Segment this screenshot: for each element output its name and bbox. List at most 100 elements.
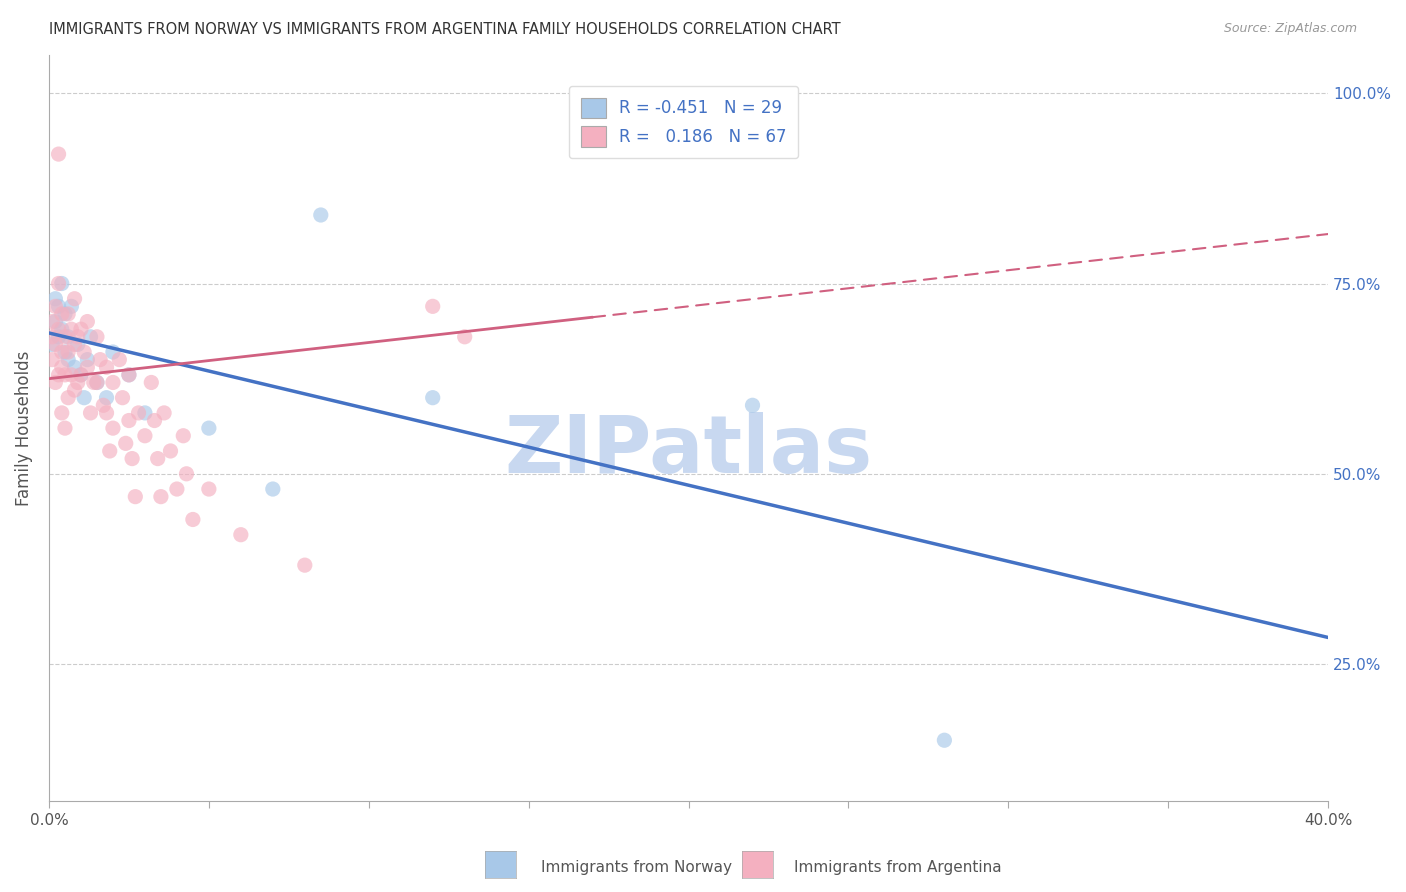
Point: [98, 444, 121, 458]
Point: [53, 330, 76, 344]
Point: [96, 360, 118, 375]
Point: [66, 337, 89, 351]
Point: [48, 368, 70, 382]
Point: [51, 360, 73, 375]
Point: [60, 299, 83, 313]
Point: [73, 391, 96, 405]
Point: [118, 413, 141, 427]
Point: [134, 429, 156, 443]
Y-axis label: Family Households: Family Households: [15, 351, 32, 506]
Point: [86, 376, 108, 390]
Point: [53, 368, 76, 382]
Point: [44, 292, 66, 306]
Point: [176, 467, 198, 481]
Point: [198, 482, 221, 496]
Point: [53, 307, 76, 321]
Legend: R = -0.451   N = 29, R =   0.186   N = 67: R = -0.451 N = 29, R = 0.186 N = 67: [569, 86, 799, 158]
Point: [79, 330, 101, 344]
Point: [48, 322, 70, 336]
Point: [76, 352, 98, 367]
Point: [114, 436, 136, 450]
Point: [143, 413, 166, 427]
Point: [41, 352, 63, 367]
Point: [86, 376, 108, 390]
Point: [111, 391, 134, 405]
Point: [53, 345, 76, 359]
Point: [101, 376, 124, 390]
Point: [70, 368, 93, 382]
Point: [159, 444, 181, 458]
Point: [118, 368, 141, 382]
Point: [422, 391, 444, 405]
Point: [101, 421, 124, 435]
Point: [96, 391, 118, 405]
Point: [70, 322, 93, 336]
Point: [134, 406, 156, 420]
Point: [96, 406, 118, 420]
Point: [44, 337, 66, 351]
Text: ZIPatlas: ZIPatlas: [505, 411, 873, 490]
Point: [51, 307, 73, 321]
Point: [48, 299, 70, 313]
Point: [51, 345, 73, 359]
Point: [422, 299, 444, 313]
Point: [229, 527, 252, 541]
Point: [63, 383, 86, 397]
Point: [44, 315, 66, 329]
Point: [41, 315, 63, 329]
Point: [89, 352, 111, 367]
Point: [73, 345, 96, 359]
Point: [153, 406, 176, 420]
Point: [63, 337, 86, 351]
Point: [56, 352, 79, 367]
Point: [56, 330, 79, 344]
Point: [41, 330, 63, 344]
Point: [63, 292, 86, 306]
Point: [70, 368, 93, 382]
Point: [934, 733, 956, 747]
Point: [149, 490, 172, 504]
Point: [141, 376, 163, 390]
Point: [76, 360, 98, 375]
Text: Immigrants from Norway: Immigrants from Norway: [541, 860, 733, 874]
Point: [48, 147, 70, 161]
Point: [118, 368, 141, 382]
Point: [56, 345, 79, 359]
Point: [51, 322, 73, 336]
Point: [83, 376, 105, 390]
Point: [51, 277, 73, 291]
Point: [48, 277, 70, 291]
Point: [76, 315, 98, 329]
Point: [79, 406, 101, 420]
Text: IMMIGRANTS FROM NORWAY VS IMMIGRANTS FROM ARGENTINA FAMILY HOUSEHOLDS CORRELATIO: IMMIGRANTS FROM NORWAY VS IMMIGRANTS FRO…: [49, 22, 841, 37]
Point: [454, 330, 477, 344]
Point: [60, 322, 83, 336]
Point: [101, 345, 124, 359]
Point: [60, 368, 83, 382]
Point: [91, 398, 114, 412]
Point: [63, 360, 86, 375]
Point: [44, 299, 66, 313]
Point: [56, 307, 79, 321]
Point: [44, 376, 66, 390]
Point: [166, 482, 188, 496]
Point: [53, 421, 76, 435]
Point: [56, 391, 79, 405]
Point: [51, 406, 73, 420]
Point: [172, 429, 194, 443]
Point: [124, 490, 146, 504]
Point: [262, 482, 284, 496]
Point: [108, 352, 131, 367]
Point: [86, 330, 108, 344]
Text: Source: ZipAtlas.com: Source: ZipAtlas.com: [1223, 22, 1357, 36]
Point: [66, 330, 89, 344]
Point: [198, 421, 221, 435]
Point: [294, 558, 316, 573]
Text: Immigrants from Argentina: Immigrants from Argentina: [794, 860, 1002, 874]
Point: [41, 337, 63, 351]
Point: [128, 406, 150, 420]
Point: [741, 398, 763, 412]
Point: [48, 330, 70, 344]
Point: [146, 451, 169, 466]
Point: [181, 512, 204, 526]
